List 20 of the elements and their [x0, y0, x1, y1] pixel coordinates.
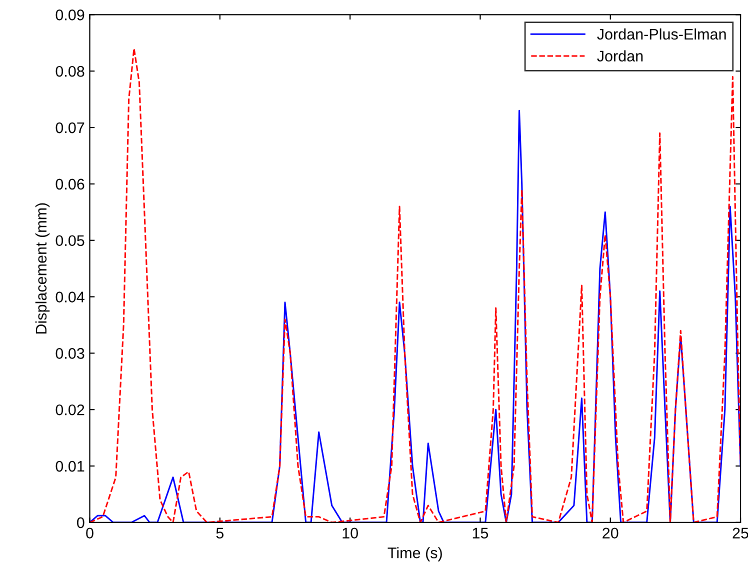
y-tick-label: 0.08: [56, 66, 84, 77]
legend-label: Jordan: [597, 50, 643, 62]
x-tick-label: 5: [216, 528, 224, 539]
y-tick-label: 0.09: [56, 10, 84, 20]
legend-label: Jordan-Plus-Elman: [597, 28, 726, 40]
y-tick-label: 0.02: [56, 404, 84, 416]
x-tick-label: 0: [86, 528, 94, 539]
x-tick-label: 25: [732, 528, 748, 539]
y-axis-title: Displacement (mm): [35, 203, 50, 334]
y-tick-label: 0: [77, 517, 84, 528]
y-tick-label: 0.05: [56, 235, 84, 246]
x-tick-label: 10: [342, 528, 358, 539]
x-tick-label: 20: [602, 528, 618, 539]
y-tick-label: 0.07: [56, 122, 84, 134]
y-tick-label: 0.01: [56, 460, 84, 472]
x-axis-title: Time (s): [388, 547, 442, 562]
y-tick-label: 0.04: [56, 292, 84, 302]
y-tick-label: 0.03: [56, 348, 84, 359]
x-tick-label: 15: [472, 528, 488, 539]
y-tick-label: 0.06: [56, 178, 84, 190]
